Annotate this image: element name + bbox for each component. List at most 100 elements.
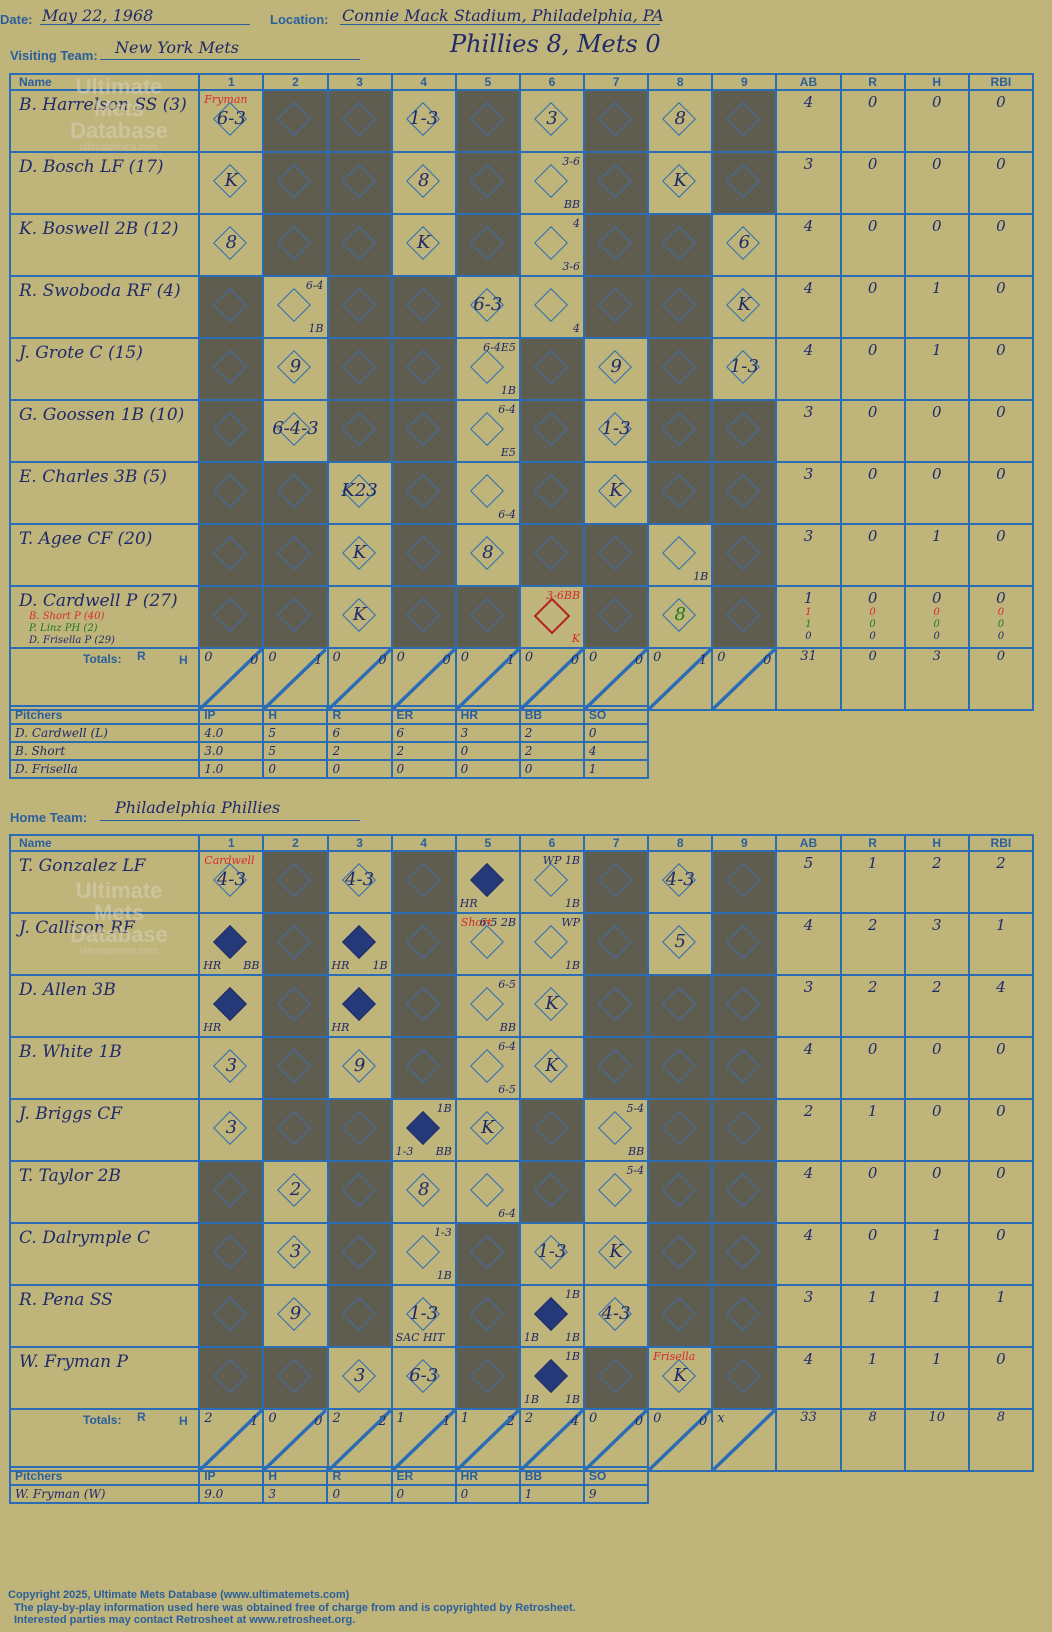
diamond-icon [598, 102, 633, 136]
player-name-cell: W. Fryman P [8, 1346, 201, 1410]
diamond-icon [341, 164, 376, 198]
stat-r-cell: 0 [839, 151, 906, 215]
inning-cell [583, 151, 650, 215]
column-header-inning-6: 6 [518, 73, 586, 91]
diamond-icon [405, 412, 440, 446]
pitcher-change-note: Short [460, 916, 492, 929]
inning-cell: 1-3 [583, 399, 650, 463]
player-name: J. Callison RF [19, 918, 135, 938]
totals-text: Totals: [83, 1413, 122, 1427]
pitcher-row: W. Fryman (W) 9.0 3 0 0 0 1 9 [8, 1484, 650, 1504]
player-name-cell: C. Dalrymple C [8, 1222, 201, 1286]
inning-cell: 3 [198, 1098, 265, 1162]
stat-r: 1 [867, 1102, 878, 1120]
inning-cell [198, 1160, 265, 1224]
diamond-icon [662, 1297, 697, 1331]
total-divider [392, 649, 455, 709]
inning-cell: 6-4 1B [262, 275, 329, 339]
play-note-bottom: 1B [564, 1331, 581, 1344]
play-note-top: 5-4 [626, 1102, 645, 1115]
diamond-icon [277, 226, 312, 260]
inning-cell [390, 275, 457, 339]
inning-cell [583, 89, 650, 153]
play-result: K [481, 1117, 495, 1138]
play-note-bottom: BB [243, 959, 260, 972]
inning-cell: WP 1B [518, 912, 586, 976]
play-result: 3 [353, 1365, 366, 1386]
stat-h: 1 [931, 1350, 942, 1368]
stat-rbi: 0 [996, 93, 1006, 111]
player-row: B. Harrelson SS (3) 6-3 Fryman 1-3 3 8 4 0 0 0 [8, 89, 1035, 153]
pitcher-stat: 5 [262, 741, 329, 761]
inning-cell [647, 1284, 714, 1348]
inning-cell [326, 399, 393, 463]
stat-h: 3 [931, 916, 942, 934]
total-divider [328, 649, 391, 709]
stat-h-cell: 0 [903, 213, 970, 277]
inning-cell: 3-6BB K [518, 585, 586, 649]
inning-hits: 0 [634, 1414, 644, 1429]
stat-rbi-cell: 0 [967, 1346, 1035, 1410]
inning-cell: 4 [518, 275, 586, 339]
diamond-icon [277, 598, 312, 632]
play-result: 9 [353, 1055, 366, 1076]
play-result: 3 [225, 1117, 238, 1138]
stat-h-cell: 0 [903, 1098, 970, 1162]
play-note-bottom: K [571, 632, 581, 645]
stat-h: 0 [931, 1102, 942, 1120]
inning-cell: 6-4 E5 [454, 399, 521, 463]
inning-cell [711, 974, 778, 1038]
stat-rbi: 0 [996, 341, 1006, 359]
inning-runs: 2 [204, 1411, 213, 1426]
inning-cell [262, 1036, 329, 1100]
play-result: 2 [289, 1179, 302, 1200]
player-name: K. Boswell 2B (12) [19, 219, 179, 239]
diamond-icon [469, 412, 504, 446]
location-underline [340, 24, 660, 25]
stat-r-cell: 1 [839, 850, 906, 914]
play-result: 9 [610, 356, 622, 377]
diamond-icon [341, 1297, 376, 1331]
inning-cell: 1-3 1B [390, 1222, 457, 1286]
stat-h: 0 [931, 93, 942, 111]
inning-runs: 2 [332, 1411, 341, 1426]
stat-h: 0 [931, 465, 942, 483]
play-note-bottom: 1B [436, 1269, 452, 1282]
inning-cell: K [647, 151, 714, 215]
pitcher-stat: 1 [582, 759, 650, 779]
stat-r-cell: 2 [839, 912, 906, 976]
diamond-icon [726, 987, 761, 1021]
diamond-icon [726, 598, 761, 632]
inning-runs: 0 [589, 650, 598, 665]
inning-cell: 1B 1B 1B [518, 1346, 586, 1410]
total-divider [649, 649, 712, 709]
diamond-icon [405, 987, 440, 1021]
diamond-icon [533, 1359, 568, 1393]
player-row: K. Boswell 2B (12) 8 K 4 3-6 6 4 0 0 0 [8, 213, 1035, 277]
player-row: J. Callison RF BB HR 1B HR Short 6-5 2B WP 1B 5 4 2… [8, 912, 1035, 976]
inning-cell [711, 523, 778, 587]
player-row: C. Dalrymple C 3 1-3 1B 1-3 K 4 0 1 0 [8, 1222, 1035, 1286]
stat-ab-cell: 5 [775, 850, 842, 914]
inning-cell [647, 1222, 714, 1286]
inning-cell [583, 1036, 650, 1100]
inning-cell [390, 461, 457, 525]
play-result: 4-3 [345, 869, 375, 890]
pitching-header-cell: ER [390, 1466, 457, 1486]
inning-cell [262, 850, 329, 914]
play-note-bottom: BB [627, 1145, 645, 1158]
inning-cell [518, 337, 586, 401]
stat-rbi: 4 [996, 978, 1006, 996]
player-name-cell: J. Grote C (15) [8, 337, 201, 401]
diamond-icon [598, 536, 633, 570]
column-header-inning-1: 1 [198, 73, 265, 91]
player-row: D. Allen 3B HR HR 6-5 BB K 3 2 2 4 [8, 974, 1035, 1038]
player-name: R. Swoboda RF (4) [19, 281, 181, 301]
stat-ab-cell: 3 [775, 151, 842, 215]
player-row: D. Bosch LF (17) K 8 3-6 BB K 3 0 0 0 [8, 151, 1035, 215]
inning-cell: 1B 1B 1B [518, 1284, 586, 1348]
pitcher-stat: 0 [518, 759, 585, 779]
